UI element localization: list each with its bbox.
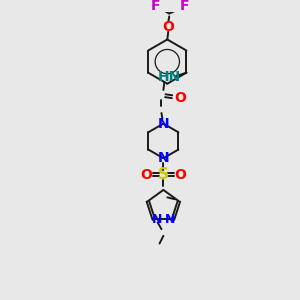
Text: O: O xyxy=(175,91,187,105)
Text: N: N xyxy=(152,213,162,226)
Text: N: N xyxy=(158,117,169,130)
Text: S: S xyxy=(158,167,169,182)
Text: N: N xyxy=(165,213,175,226)
Text: F: F xyxy=(151,0,160,13)
Text: O: O xyxy=(140,168,152,182)
Text: HN: HN xyxy=(158,70,181,85)
Text: O: O xyxy=(175,168,187,182)
Text: N: N xyxy=(158,151,169,165)
Text: F: F xyxy=(180,0,189,13)
Text: O: O xyxy=(162,20,174,34)
